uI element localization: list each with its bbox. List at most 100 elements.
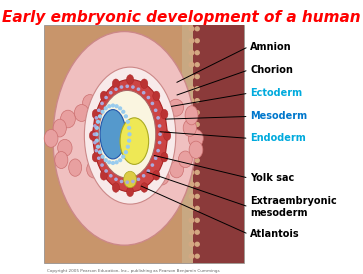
Circle shape bbox=[115, 178, 117, 180]
Circle shape bbox=[158, 141, 161, 144]
Ellipse shape bbox=[118, 92, 131, 110]
Bar bbox=[182, 25, 199, 263]
Circle shape bbox=[189, 170, 194, 175]
Circle shape bbox=[189, 27, 194, 31]
Circle shape bbox=[95, 127, 98, 129]
Circle shape bbox=[189, 182, 194, 187]
Circle shape bbox=[155, 157, 157, 159]
Circle shape bbox=[195, 206, 199, 210]
Ellipse shape bbox=[92, 109, 99, 119]
Circle shape bbox=[157, 117, 159, 119]
Ellipse shape bbox=[185, 106, 198, 125]
Circle shape bbox=[195, 87, 199, 90]
Circle shape bbox=[125, 115, 127, 118]
Circle shape bbox=[189, 206, 194, 210]
Ellipse shape bbox=[100, 91, 107, 101]
Circle shape bbox=[195, 195, 199, 198]
Circle shape bbox=[132, 86, 134, 88]
Circle shape bbox=[101, 155, 104, 158]
Circle shape bbox=[195, 147, 199, 150]
Circle shape bbox=[97, 120, 99, 123]
Ellipse shape bbox=[69, 159, 82, 176]
Circle shape bbox=[189, 86, 194, 91]
Text: Chorion: Chorion bbox=[250, 65, 293, 75]
Circle shape bbox=[189, 50, 194, 55]
Ellipse shape bbox=[93, 79, 167, 192]
Circle shape bbox=[122, 110, 125, 113]
Circle shape bbox=[189, 62, 194, 67]
Text: Endoderm: Endoderm bbox=[250, 133, 306, 143]
Text: Extraembryonic
mesoderm: Extraembryonic mesoderm bbox=[250, 196, 337, 218]
Ellipse shape bbox=[101, 166, 114, 184]
Ellipse shape bbox=[99, 90, 156, 178]
Circle shape bbox=[95, 133, 98, 136]
Circle shape bbox=[189, 230, 194, 235]
Circle shape bbox=[98, 157, 100, 159]
Ellipse shape bbox=[134, 92, 148, 109]
Ellipse shape bbox=[189, 141, 203, 158]
Circle shape bbox=[128, 133, 131, 136]
Circle shape bbox=[111, 104, 114, 107]
Circle shape bbox=[110, 92, 112, 94]
Circle shape bbox=[119, 107, 122, 110]
Circle shape bbox=[105, 96, 107, 99]
Circle shape bbox=[98, 151, 101, 153]
Circle shape bbox=[195, 99, 199, 102]
Ellipse shape bbox=[53, 32, 196, 245]
Ellipse shape bbox=[168, 99, 184, 116]
Ellipse shape bbox=[99, 89, 113, 107]
Circle shape bbox=[128, 139, 131, 142]
Ellipse shape bbox=[161, 152, 168, 162]
Ellipse shape bbox=[100, 110, 126, 159]
Circle shape bbox=[101, 110, 104, 113]
Circle shape bbox=[108, 161, 111, 164]
Ellipse shape bbox=[154, 169, 169, 185]
Circle shape bbox=[94, 141, 96, 144]
Circle shape bbox=[111, 162, 114, 164]
Ellipse shape bbox=[153, 91, 160, 101]
Circle shape bbox=[189, 75, 194, 79]
Ellipse shape bbox=[161, 109, 168, 119]
Circle shape bbox=[121, 86, 123, 88]
Circle shape bbox=[189, 122, 194, 127]
Circle shape bbox=[108, 105, 111, 108]
Circle shape bbox=[195, 159, 199, 162]
Circle shape bbox=[143, 92, 145, 94]
Ellipse shape bbox=[141, 79, 148, 89]
Circle shape bbox=[94, 125, 96, 127]
Ellipse shape bbox=[58, 139, 72, 156]
Text: Copyright 2005 Pearson Education, Inc., publishing as Pearson Benjamin Cummings: Copyright 2005 Pearson Education, Inc., … bbox=[47, 269, 220, 273]
Circle shape bbox=[189, 242, 194, 246]
Circle shape bbox=[195, 111, 199, 115]
Circle shape bbox=[189, 98, 194, 103]
Circle shape bbox=[105, 170, 107, 172]
Circle shape bbox=[159, 133, 161, 135]
Ellipse shape bbox=[83, 95, 97, 111]
Ellipse shape bbox=[100, 170, 107, 180]
Circle shape bbox=[98, 109, 100, 111]
Ellipse shape bbox=[120, 118, 148, 164]
Circle shape bbox=[119, 159, 122, 162]
Ellipse shape bbox=[164, 131, 171, 140]
Circle shape bbox=[195, 170, 199, 174]
Circle shape bbox=[151, 102, 154, 105]
Ellipse shape bbox=[183, 119, 196, 136]
Ellipse shape bbox=[124, 171, 136, 188]
Circle shape bbox=[189, 110, 194, 115]
Circle shape bbox=[104, 107, 107, 110]
Circle shape bbox=[132, 180, 134, 182]
Circle shape bbox=[195, 242, 199, 246]
Circle shape bbox=[93, 133, 95, 135]
Ellipse shape bbox=[141, 183, 148, 192]
Circle shape bbox=[189, 158, 194, 163]
Circle shape bbox=[189, 146, 194, 151]
Circle shape bbox=[128, 127, 131, 129]
Ellipse shape bbox=[87, 161, 102, 178]
Circle shape bbox=[158, 125, 161, 127]
Ellipse shape bbox=[126, 75, 134, 84]
Ellipse shape bbox=[89, 131, 97, 140]
Circle shape bbox=[157, 150, 159, 152]
Circle shape bbox=[195, 230, 199, 234]
Circle shape bbox=[195, 135, 199, 138]
Circle shape bbox=[189, 254, 194, 258]
